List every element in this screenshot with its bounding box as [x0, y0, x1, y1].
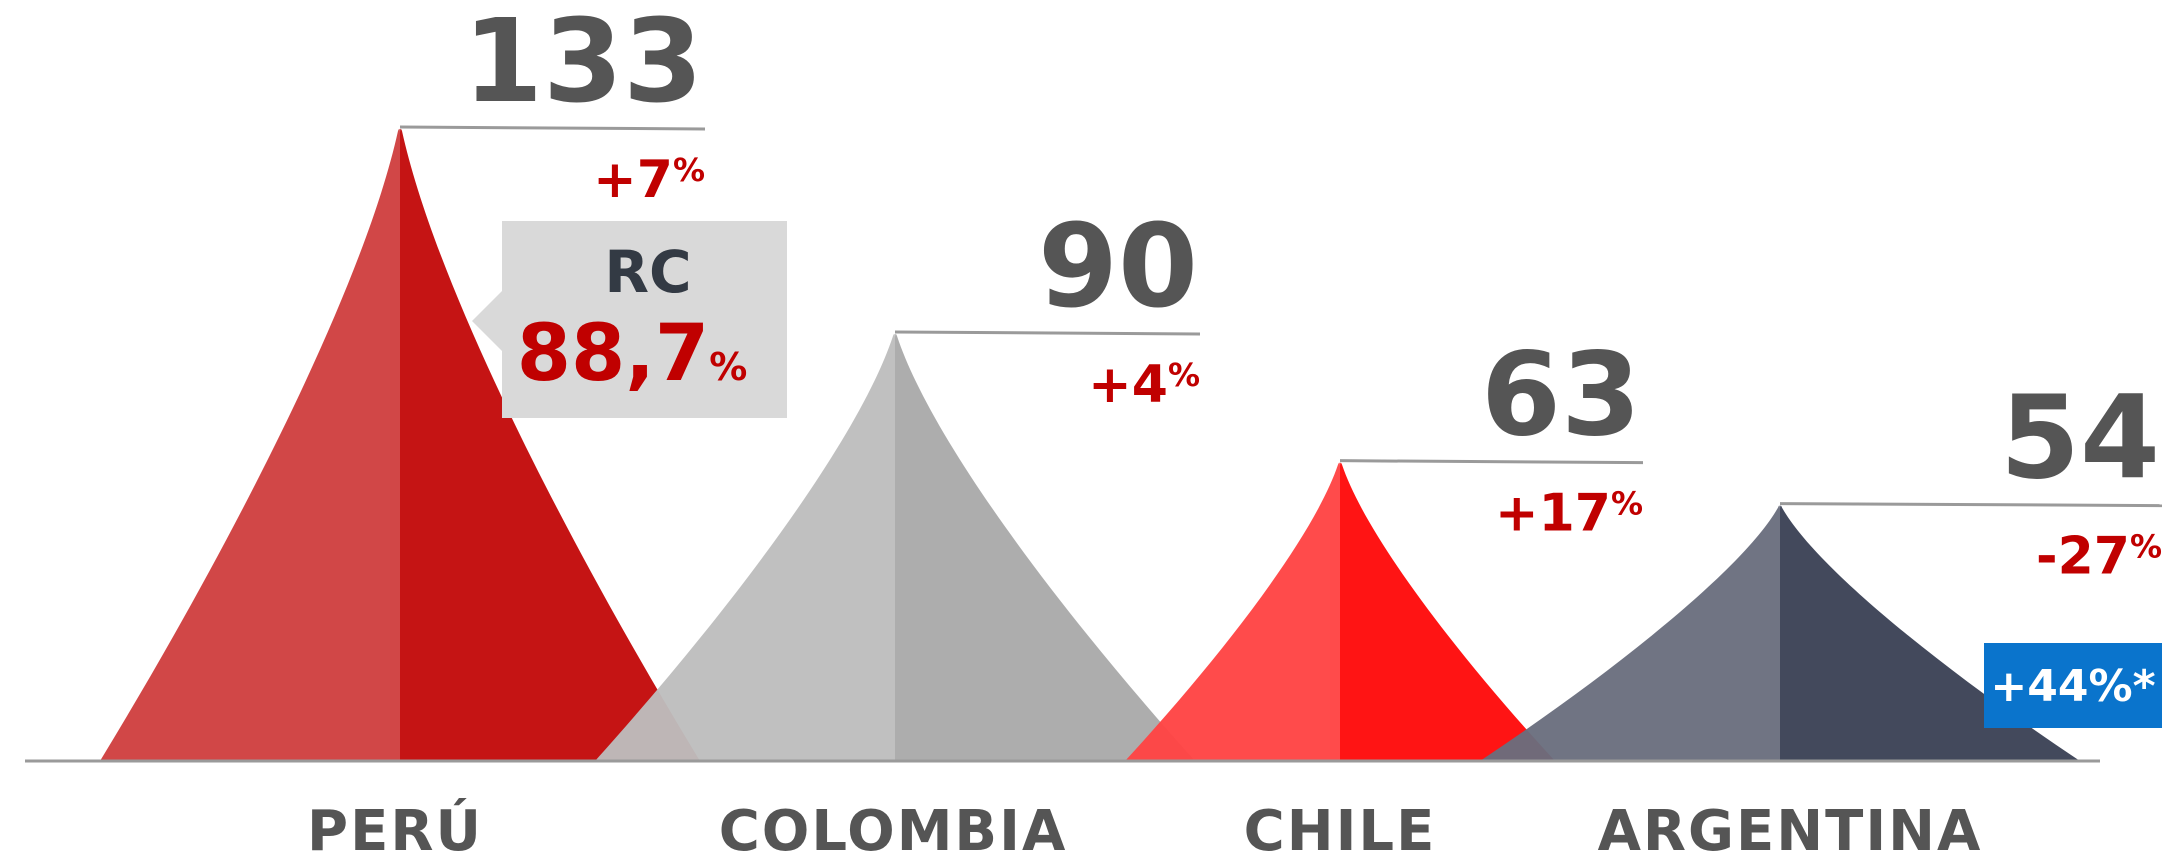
- change-unit-colombia: %: [1168, 356, 1200, 394]
- value-label-colombia: 90: [1038, 200, 1198, 334]
- leader-lines-layer: [399, 125, 2163, 508]
- peak-colombia-left: [595, 333, 895, 761]
- peak-argentina-left: [1480, 505, 1780, 761]
- change-label-peru: +7%: [593, 150, 705, 210]
- argentina-badge-box: [1984, 643, 2162, 728]
- peak-peru-left: [100, 128, 400, 761]
- change-number-argentina: -27: [2036, 527, 2130, 587]
- change-unit-chile: %: [1611, 485, 1643, 523]
- value-label-chile: 63: [1481, 329, 1641, 463]
- category-label-chile: CHILE: [1244, 799, 1437, 859]
- leader-line-peru: [399, 125, 706, 131]
- change-number-chile: +17: [1495, 484, 1611, 544]
- peak-argentina-right: [1780, 505, 2080, 761]
- category-label-argentina: ARGENTINA: [1598, 799, 1983, 859]
- leader-line-colombia: [894, 330, 1201, 336]
- category-label-colombia: COLOMBIA: [719, 799, 1068, 859]
- argentina-badge: +44%*: [1984, 643, 2162, 728]
- change-label-chile: +17%: [1495, 484, 1643, 544]
- peak-colombia-right: [895, 333, 1195, 761]
- peak-chile-right: [1340, 462, 1555, 761]
- leader-line-chile: [1339, 459, 1644, 465]
- rc-callout: RC 88,7%: [472, 221, 787, 418]
- peak-peru-right: [400, 128, 700, 761]
- rc-callout-unit: %: [709, 345, 747, 389]
- labels-layer: 133 +7% PERÚ 90 +4% COLOMBIA 63 +17% CHILE 54 -27%…: [307, 0, 2162, 859]
- rc-callout-number: 88,7: [517, 309, 709, 399]
- argentina-badge-text: +44%*: [1990, 661, 2155, 712]
- change-number-peru: +7: [593, 150, 673, 210]
- value-label-argentina: 54: [2000, 372, 2160, 506]
- change-unit-peru: %: [673, 151, 705, 189]
- rc-callout-label: RC: [604, 238, 691, 306]
- peaks-layer: [100, 128, 2080, 761]
- change-unit-argentina: %: [2130, 528, 2162, 566]
- leader-line-argentina: [1779, 502, 2163, 508]
- category-label-peru: PERÚ: [307, 799, 483, 859]
- rc-callout-box: [472, 221, 787, 418]
- peak-chile-left: [1125, 462, 1340, 761]
- rc-callout-value: 88,7%: [517, 309, 748, 399]
- value-label-peru: 133: [463, 0, 703, 129]
- change-number-colombia: +4: [1088, 355, 1168, 415]
- change-label-colombia: +4%: [1088, 355, 1200, 415]
- change-label-argentina: -27%: [2036, 527, 2162, 587]
